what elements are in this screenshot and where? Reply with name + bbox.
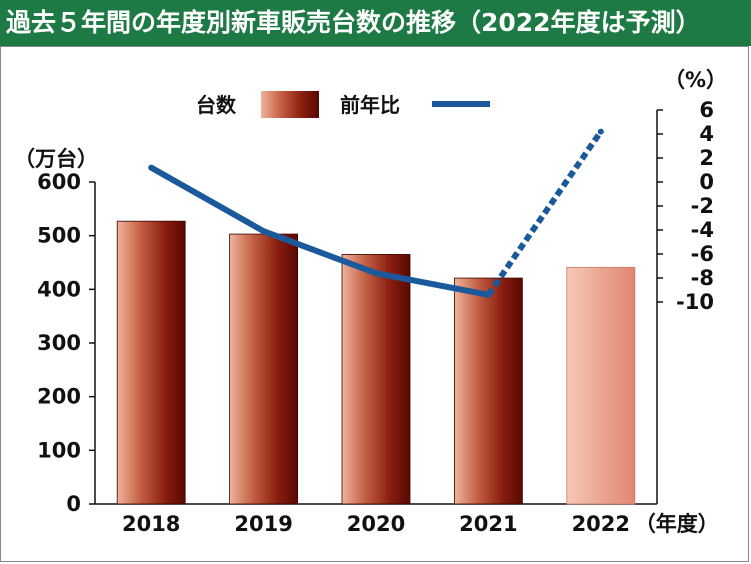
x-axis-unit-label: （年度） [635, 512, 719, 536]
x-tick-label: 2021 [459, 512, 517, 536]
yoy-line-group [148, 128, 604, 298]
right-tick-label: -4 [691, 218, 714, 242]
left-tick-label: 300 [37, 331, 81, 355]
yoy-point-2019 [260, 228, 267, 235]
right-tick-label: -6 [691, 242, 714, 266]
left-tick-label: 600 [37, 170, 81, 194]
right-tick-label: 6 [699, 98, 714, 122]
right-axis-unit-label: （%） [664, 68, 727, 92]
yoy-line-segment [262, 228, 378, 277]
right-tick-label: 0 [699, 170, 714, 194]
right-tick-label: -2 [691, 194, 714, 218]
legend-label-bars: 台数 [196, 93, 237, 117]
legend-swatch-bars [261, 91, 319, 118]
left-axis-unit-label: （万台） [14, 147, 98, 171]
right-tick-label: 2 [699, 146, 714, 170]
x-axis-ticks: 2018 2019 2020 2021 2022 （年度） [122, 512, 719, 536]
right-tick-label: 4 [699, 122, 714, 146]
chart-frame [0, 46, 749, 562]
x-tick-label: 2022 [572, 512, 630, 536]
yoy-line-segment [149, 164, 266, 234]
left-tick-label: 500 [37, 224, 81, 248]
legend-label-line: 前年比 [340, 93, 400, 117]
chart-title: 過去５年間の年度別新車販売台数の推移（2022年度は予測） [0, 0, 751, 46]
x-tick-label: 2019 [234, 512, 292, 536]
yoy-point-2018 [148, 164, 155, 171]
left-tick-label: 100 [37, 438, 81, 462]
bar-2020 [341, 254, 411, 505]
yoy-line-segment [375, 270, 489, 298]
yoy-point-2020 [373, 270, 379, 277]
left-tick-label: 200 [37, 385, 81, 409]
left-tick-label: 400 [37, 277, 81, 301]
left-tick-label: 0 [66, 492, 81, 516]
right-tick-label: -8 [691, 266, 714, 290]
bar-2018 [116, 220, 186, 505]
right-tick-label: -10 [676, 290, 714, 314]
yoy-line-segment-projected [485, 129, 604, 297]
x-tick-label: 2020 [347, 512, 405, 536]
bars-group [116, 220, 636, 505]
left-axis-ticks: 0 100 200 300 400 500 600 [37, 170, 95, 516]
bar-2019 [229, 233, 299, 505]
bar-2021 [453, 277, 523, 505]
bar-2022 [566, 266, 636, 505]
yoy-point-2021 [485, 291, 492, 298]
yoy-point-2022 [597, 128, 604, 135]
x-tick-label: 2018 [122, 512, 180, 536]
